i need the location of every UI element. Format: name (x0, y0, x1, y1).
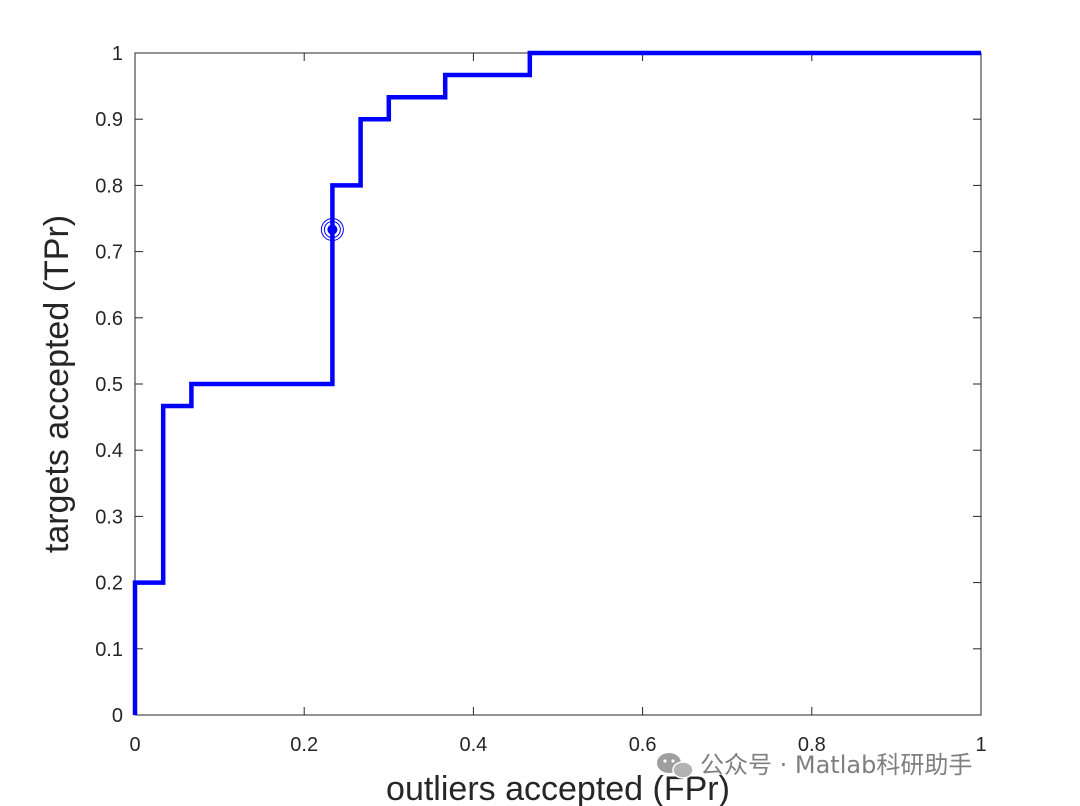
marked-point (320, 218, 344, 242)
x-axis-label: outliers accepted (FPr) (386, 770, 730, 806)
x-tick-label: 0 (129, 734, 140, 756)
y-tick-label: 0.6 (95, 308, 123, 330)
x-tick-label: 1 (975, 734, 986, 756)
marker-dot (327, 224, 338, 235)
watermark-text: 公众号 · Matlab科研助手 (700, 751, 972, 779)
roc-curve-line (132, 50, 981, 715)
x-tick-label: 0.2 (290, 734, 318, 756)
marker-inner-ring (323, 221, 341, 239)
y-tick-label: 0 (112, 705, 123, 727)
y-tick-label: 0.2 (95, 573, 123, 595)
y-axis-label: targets accepted (TPr) (38, 215, 76, 553)
y-tick-label: 1 (112, 43, 123, 65)
y-tick-label: 0.4 (95, 440, 123, 462)
watermark: 公众号 · Matlab科研助手 (657, 751, 972, 779)
y-ticks: 0 0.1 0.2 0.3 0.4 0.5 0.6 0.7 0.8 0.9 1 (95, 43, 981, 727)
wechat-icon (657, 753, 694, 779)
series-layer (132, 50, 981, 715)
y-tick-label: 0.1 (95, 639, 123, 661)
y-tick-label: 0.5 (95, 374, 123, 396)
y-tick-label: 0.9 (95, 109, 123, 131)
x-ticks: 0 0.2 0.4 0.6 0.8 1 (129, 53, 987, 756)
y-tick-label: 0.7 (95, 242, 123, 264)
marker-outer-ring (320, 218, 344, 242)
x-tick-label: 0.6 (629, 734, 657, 756)
y-tick-label: 0.3 (95, 506, 123, 528)
x-tick-label: 0.4 (459, 734, 487, 756)
x-tick-label: 0.8 (798, 734, 826, 756)
y-tick-label: 0.8 (95, 175, 123, 197)
